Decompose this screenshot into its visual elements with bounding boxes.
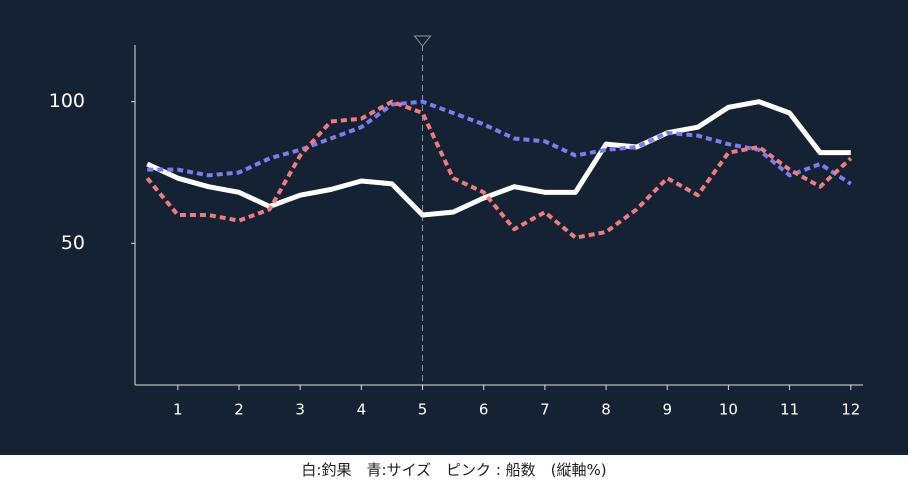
caption: 白:釣果 青:サイズ ピンク : 船数 (縦軸%) bbox=[301, 461, 607, 479]
marker-handle bbox=[413, 35, 432, 47]
y-tick-label: 100 bbox=[49, 90, 85, 112]
x-tick-label: 8 bbox=[601, 401, 611, 419]
x-tick-label: 3 bbox=[295, 401, 305, 419]
y-tick-label: 50 bbox=[61, 232, 85, 254]
x-tick-label: 2 bbox=[234, 401, 244, 419]
x-tick-label: 9 bbox=[662, 401, 672, 419]
series-line bbox=[145, 99, 853, 240]
x-tick-label: 1 bbox=[173, 401, 183, 419]
series-line bbox=[147, 99, 852, 186]
x-tick-label: 11 bbox=[780, 401, 799, 419]
x-tick-label: 5 bbox=[418, 401, 428, 419]
x-tick-label: 6 bbox=[479, 401, 489, 419]
x-tick-label: 12 bbox=[841, 401, 860, 419]
x-tick-label: 7 bbox=[540, 401, 550, 419]
x-tick-label: 10 bbox=[719, 401, 738, 419]
x-tick-label: 4 bbox=[357, 401, 367, 419]
chart-background bbox=[0, 0, 908, 455]
series-line bbox=[146, 99, 851, 218]
